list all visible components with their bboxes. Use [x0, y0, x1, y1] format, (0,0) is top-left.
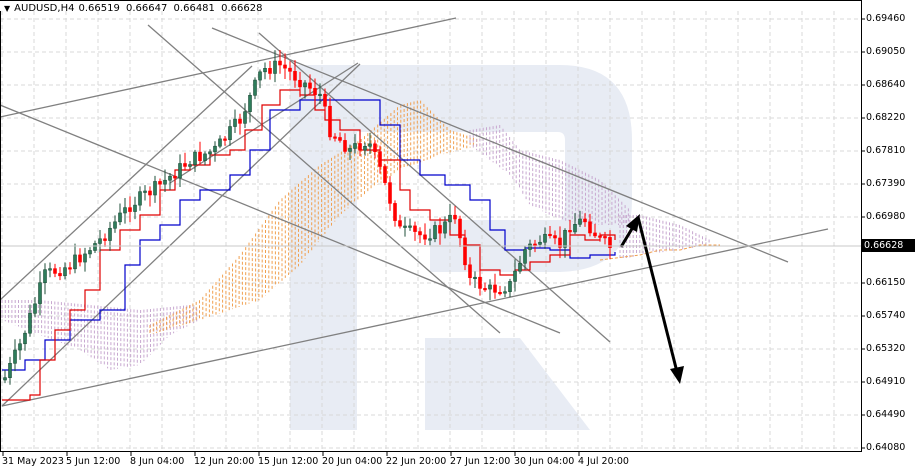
price-axis-label: 0.69050 — [866, 46, 906, 57]
time-axis-label: 30 Jun 04:00 — [514, 456, 575, 467]
ohlc-open: 0.66519 — [78, 3, 120, 14]
price-axis-label: 0.64080 — [866, 442, 906, 453]
symbol-timeframe: AUDUSD,H4 — [14, 3, 75, 14]
price-axis-label: 0.65320 — [866, 343, 906, 354]
ohlc-low: 0.66481 — [173, 3, 215, 14]
price-axis-label: 0.65740 — [866, 310, 906, 321]
time-axis-label: 12 Jun 20:00 — [194, 456, 255, 467]
time-axis-label: 27 Jun 12:00 — [450, 456, 511, 467]
time-axis-label: 5 Jun 12:00 — [66, 456, 121, 467]
time-axis-label: 8 Jun 04:00 — [130, 456, 185, 467]
price-axis-label: 0.64490 — [866, 409, 906, 420]
collapse-triangle-icon[interactable]: ▼ — [4, 4, 11, 13]
ohlc-close: 0.66628 — [221, 3, 263, 14]
price-axis-label: 0.69460 — [866, 13, 906, 24]
price-axis-label: 0.66150 — [866, 277, 906, 288]
time-axis-label: 22 Jun 20:00 — [386, 456, 447, 467]
price-axis-label: 0.67810 — [866, 145, 906, 156]
trendlines — [0, 17, 829, 407]
grid — [0, 11, 861, 451]
watermark-logo — [290, 65, 632, 430]
price-axis-label: 0.68220 — [866, 112, 906, 123]
price-axis-label: 0.67390 — [866, 178, 906, 189]
time-axis-label: 20 Jun 04:00 — [322, 456, 383, 467]
time-axis-label: 15 Jun 12:00 — [258, 456, 319, 467]
current-price-tag: 0.66628 — [861, 239, 915, 252]
price-axis-label: 0.66980 — [866, 211, 906, 222]
price-axis-label: 0.64910 — [866, 376, 906, 387]
axis-ticks — [2, 18, 865, 456]
chart-frame — [0, 0, 862, 452]
symbol-header[interactable]: ▼ AUDUSD,H4 0.66519 0.66647 0.66481 0.66… — [4, 3, 265, 14]
time-axis-label: 31 May 2023 — [2, 456, 64, 467]
forecast-arrows — [619, 214, 684, 384]
price-axis-label: 0.68640 — [866, 79, 906, 90]
ichimoku-cloud — [1, 100, 720, 370]
time-axis-label: 4 Jul 20:00 — [578, 456, 629, 467]
ohlc-high: 0.66647 — [126, 3, 168, 14]
